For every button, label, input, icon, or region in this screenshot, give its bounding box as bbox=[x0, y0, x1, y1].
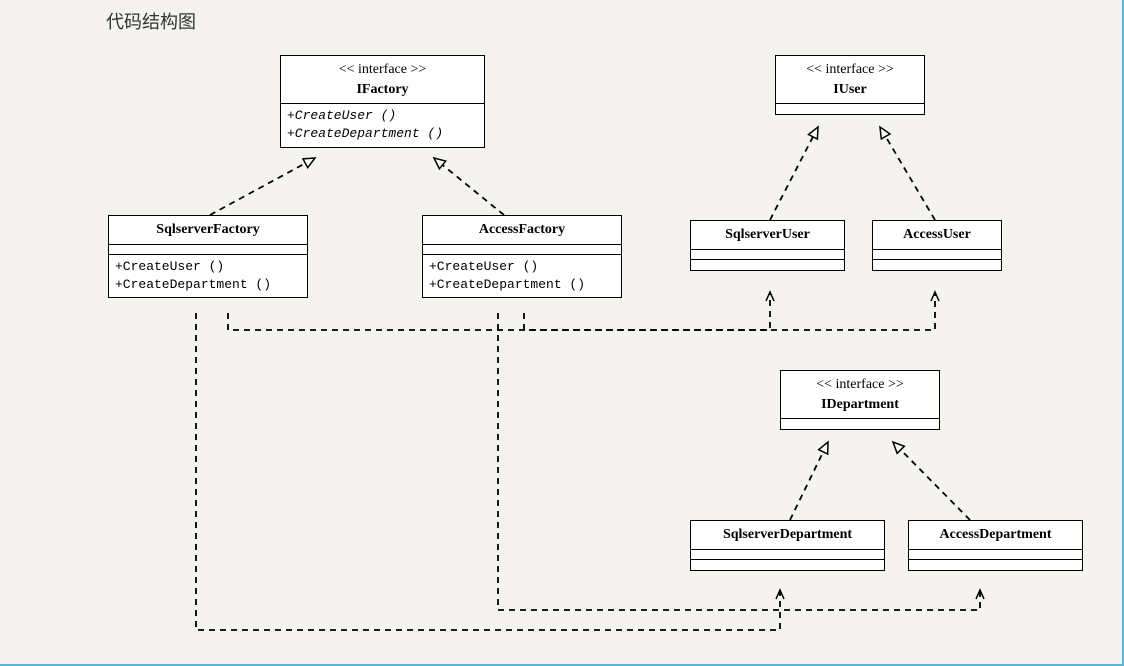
uml-class-sqlserverdepartment: SqlserverDepartment bbox=[690, 520, 885, 571]
uml-class-accessdepartment: AccessDepartment bbox=[908, 520, 1083, 571]
realization-edge bbox=[893, 442, 970, 520]
class-header: SqlserverUser bbox=[691, 221, 844, 250]
class-section bbox=[909, 550, 1082, 560]
class-section: +CreateUser ()+CreateDepartment () bbox=[423, 255, 621, 297]
class-name-label: AccessDepartment bbox=[917, 525, 1074, 545]
uml-class-sqlserverfactory: SqlserverFactory +CreateUser ()+CreateDep… bbox=[108, 215, 308, 298]
class-name-label: AccessUser bbox=[881, 225, 993, 245]
realization-edge bbox=[790, 442, 828, 520]
realization-edge bbox=[880, 127, 935, 220]
class-section bbox=[691, 260, 844, 270]
class-section bbox=[873, 260, 1001, 270]
class-name-label: SqlserverUser bbox=[699, 225, 836, 245]
uml-class-accessuser: AccessUser bbox=[872, 220, 1002, 271]
class-section: +CreateUser ()+CreateDepartment () bbox=[109, 255, 307, 297]
diagram-title: 代码结构图 bbox=[106, 8, 196, 34]
class-name-label: IFactory bbox=[289, 80, 476, 100]
dependency-edge bbox=[196, 313, 780, 630]
method-label: +CreateUser () bbox=[287, 107, 478, 125]
realization-edge bbox=[434, 158, 504, 215]
method-label: +CreateUser () bbox=[115, 258, 301, 276]
class-header: AccessFactory bbox=[423, 216, 621, 245]
stereotype-label: << interface >> bbox=[789, 375, 931, 395]
uml-class-sqlserveruser: SqlserverUser bbox=[690, 220, 845, 271]
class-section bbox=[109, 245, 307, 255]
uml-class-accessfactory: AccessFactory +CreateUser ()+CreateDepart… bbox=[422, 215, 622, 298]
uml-class-iuser: << interface >>IUser bbox=[775, 55, 925, 115]
class-name-label: SqlserverDepartment bbox=[699, 525, 876, 545]
class-section bbox=[873, 250, 1001, 260]
method-label: +CreateDepartment () bbox=[115, 276, 301, 294]
class-name-label: IDepartment bbox=[789, 395, 931, 415]
class-name-label: AccessFactory bbox=[431, 220, 613, 240]
method-label: +CreateDepartment () bbox=[429, 276, 615, 294]
class-header: << interface >>IFactory bbox=[281, 56, 484, 104]
class-section: +CreateUser ()+CreateDepartment () bbox=[281, 104, 484, 146]
class-section bbox=[691, 560, 884, 570]
class-section bbox=[691, 250, 844, 260]
class-name-label: IUser bbox=[784, 80, 916, 100]
class-header: << interface >>IDepartment bbox=[781, 371, 939, 419]
class-header: AccessUser bbox=[873, 221, 1001, 250]
class-section bbox=[781, 419, 939, 429]
class-section bbox=[423, 245, 621, 255]
class-header: AccessDepartment bbox=[909, 521, 1082, 550]
uml-class-ifactory: << interface >>IFactory+CreateUser ()+Cr… bbox=[280, 55, 485, 148]
class-header: << interface >>IUser bbox=[776, 56, 924, 104]
class-header: SqlserverFactory bbox=[109, 216, 307, 245]
uml-class-idepartment: << interface >>IDepartment bbox=[780, 370, 940, 430]
class-section bbox=[909, 560, 1082, 570]
realization-edge bbox=[770, 127, 818, 220]
stereotype-label: << interface >> bbox=[289, 60, 476, 80]
class-name-label: SqlserverFactory bbox=[117, 220, 299, 240]
method-label: +CreateDepartment () bbox=[287, 125, 478, 143]
class-section bbox=[691, 550, 884, 560]
class-section bbox=[776, 104, 924, 114]
class-header: SqlserverDepartment bbox=[691, 521, 884, 550]
method-label: +CreateUser () bbox=[429, 258, 615, 276]
stereotype-label: << interface >> bbox=[784, 60, 916, 80]
realization-edge bbox=[210, 158, 315, 215]
